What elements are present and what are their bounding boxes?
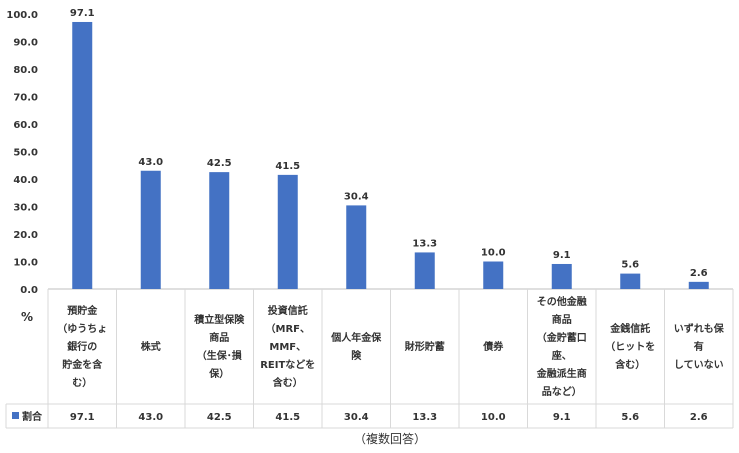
y-tick-label: 30.0: [13, 203, 38, 214]
bar-value-label: 42.5: [207, 158, 232, 169]
bar: [346, 205, 367, 289]
x-category-label: 積立型保険商品（生保･損保）: [193, 313, 245, 380]
bar: [414, 252, 435, 289]
bar-value-label: 5.6: [621, 260, 639, 271]
bar-value-label: 30.4: [344, 191, 369, 202]
bar-value-label: 13.3: [412, 238, 437, 249]
y-tick-label: 90.0: [13, 38, 38, 49]
unit-label: %: [21, 310, 33, 324]
footnote: （複数回答）: [354, 431, 426, 446]
bar-value-label: 43.0: [138, 157, 163, 168]
legend-swatch: [12, 412, 19, 419]
bar-series: [72, 21, 709, 289]
x-category-label: 債券: [482, 340, 504, 353]
data-labels: 97.1 43.0 42.5 41.5 30.4 13.3 10.0 9.1 5.6 2.6: [70, 8, 708, 279]
y-tick-label: 10.0: [13, 258, 38, 269]
bar-value-label: 97.1: [70, 8, 95, 19]
table-value-cell: 30.4: [344, 412, 369, 423]
bar-value-label: 41.5: [275, 161, 300, 172]
x-category-label: 投資信託（MRF、 MMF、 REITなどを含む）: [260, 304, 315, 389]
legend-series-name: 割合: [22, 410, 43, 423]
x-category-label: 金銭信託（ヒットを含む）: [605, 322, 655, 371]
y-tick-label: 70.0: [13, 93, 38, 104]
y-tick-label: 0.0: [20, 285, 38, 296]
y-axis: 0.0 10.0 20.0 30.0 40.0 50.0 60.0 70.0 80.0 90.0 1…: [6, 10, 38, 296]
x-category-label: 株式: [141, 340, 161, 353]
table-value-cell: 5.6: [621, 412, 639, 423]
y-tick-label: 20.0: [13, 230, 38, 241]
bar-value-label: 2.6: [690, 268, 708, 279]
bar-value-label: 9.1: [553, 250, 571, 261]
table-grid: [5, 288, 734, 429]
bar: [209, 172, 230, 289]
table-value-cell: 43.0: [138, 412, 163, 423]
bar: [688, 281, 709, 289]
bar: [277, 174, 298, 289]
x-category-label: その他金融商品（金貯蓄口座、金融派生商品など）: [536, 295, 587, 398]
bar: [620, 273, 641, 289]
bar: [140, 170, 161, 289]
x-category-label: 個人年金保険: [330, 331, 382, 362]
table-value-cell: 13.3: [412, 412, 437, 423]
x-category-label: 預貯金（ゆうちょ銀行の貯金を含む）: [57, 304, 107, 389]
table-value-cell: 97.1: [70, 412, 95, 423]
x-category-label: 財形貯蓄: [404, 340, 445, 353]
y-tick-label: 100.0: [6, 10, 38, 21]
bar: [72, 21, 93, 289]
x-category-label: いずれも保有していない: [674, 322, 725, 371]
bar-value-label: 10.0: [481, 248, 506, 259]
table-value-cell: 42.5: [207, 412, 232, 423]
y-tick-label: 40.0: [13, 175, 38, 186]
y-tick-label: 80.0: [13, 65, 38, 76]
table-value-cell: 10.0: [481, 412, 506, 423]
table-value-cell: 9.1: [553, 412, 571, 423]
y-tick-label: 60.0: [13, 120, 38, 131]
y-tick-label: 50.0: [13, 148, 38, 159]
table-value-cell: 2.6: [690, 412, 708, 423]
data-table: 預貯金（ゆうちょ銀行の貯金を含む） 株式 積立型保険商品（生保･損保） 投資信託（MR…: [12, 295, 725, 423]
bar: [551, 263, 572, 289]
bar: [483, 261, 504, 289]
table-value-cell: 41.5: [275, 412, 300, 423]
